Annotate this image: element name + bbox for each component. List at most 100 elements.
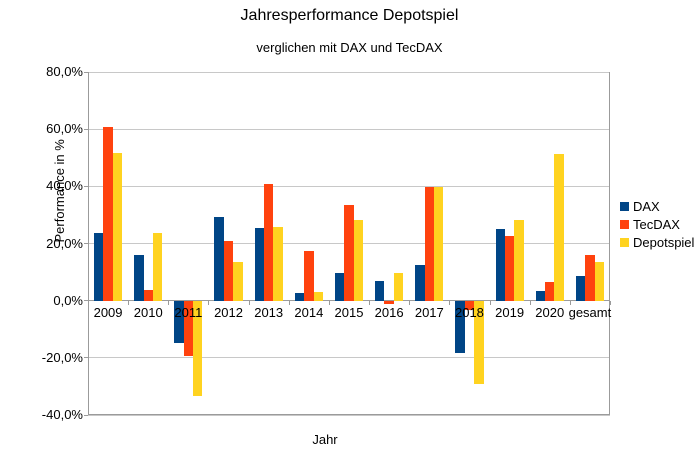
bar-DAX-2009	[93, 232, 104, 301]
bar-DAX-2012	[214, 217, 224, 301]
plot-area: 2009 2010 2011 2012 2013 2014 2015 2016 2017 2018…	[84, 71, 612, 416]
plot-bottom-border	[88, 414, 610, 415]
x-axis-tick-label: 2016	[374, 304, 404, 320]
x-axis-tick-mark	[208, 300, 210, 305]
x-axis-tick-mark	[610, 300, 611, 305]
legend: DAX TecDAX Depotspiel	[620, 197, 694, 251]
bar-DAX-2010	[134, 254, 144, 301]
gridline	[88, 414, 610, 416]
gridline	[88, 185, 610, 187]
x-axis-tick-mark	[409, 300, 411, 305]
bar-Depotspiel-2010	[152, 232, 163, 301]
x-axis-tick-label: 2017	[414, 304, 444, 320]
y-axis-tick-label: 20,0%	[46, 235, 83, 251]
bar-TecDAX-2016	[384, 300, 394, 304]
x-axis-tick-mark	[569, 300, 571, 305]
x-axis-tick-label: 2011	[174, 304, 203, 320]
x-axis-tick-label: 2020	[535, 304, 565, 320]
bar-TecDAX-2019	[504, 236, 515, 301]
bar-TecDAX-2018	[464, 300, 475, 310]
bar-TecDAX-2017	[424, 187, 434, 301]
bar-Depotspiel-2015	[353, 220, 364, 301]
legend-label: TecDAX	[633, 216, 680, 232]
bar-Depotspiel-2020	[554, 153, 564, 301]
bar-TecDAX-2013	[263, 183, 274, 301]
y-axis-tick-mark	[84, 185, 88, 187]
y-axis-tick-label: -20,0%	[41, 349, 83, 365]
bar-Depotspiel-2009	[112, 153, 123, 301]
x-axis-tick-label: gesamt	[568, 304, 612, 320]
bar-DAX-2011	[174, 300, 184, 343]
y-axis-tick-label: 60,0%	[46, 121, 83, 137]
x-axis-tick-label: 2013	[254, 304, 284, 320]
chart-title: Jahresperformance Depotspiel	[240, 7, 459, 24]
legend-item-TecDAX: TecDAX	[620, 215, 694, 233]
bar-Depotspiel-2018	[474, 300, 484, 384]
x-axis-tick-label: 2018	[454, 304, 484, 320]
legend-label: Depotspiel	[633, 234, 695, 250]
bar-Depotspiel-2014	[313, 292, 323, 301]
y-axis-line	[88, 72, 89, 415]
bar-Depotspiel-2016	[393, 272, 404, 301]
x-axis-tick-label: 2010	[133, 304, 163, 320]
bar-TecDAX-2014	[304, 250, 314, 301]
bar-DAX-gesamt	[575, 275, 586, 301]
bar-Depotspiel-2012	[233, 262, 243, 301]
bar-DAX-2016	[375, 280, 385, 301]
x-axis-line	[88, 300, 610, 302]
y-axis-tick-label: 0,0%	[53, 292, 83, 308]
bar-DAX-2013	[254, 227, 264, 301]
bar-Depotspiel-2017	[434, 186, 444, 301]
plot-right-border	[609, 72, 610, 415]
bar-TecDAX-2012	[223, 240, 234, 301]
legend-label: DAX	[633, 198, 660, 214]
bar-Depotspiel-2019	[514, 219, 524, 301]
legend-color-swatch	[620, 237, 629, 247]
bar-DAX-2017	[415, 264, 425, 301]
legend-color-swatch	[620, 201, 629, 211]
bar-Depotspiel-2011	[193, 300, 203, 397]
x-axis-tick-label: 2015	[334, 304, 364, 320]
y-axis-tick-mark	[84, 71, 88, 73]
x-axis-tick-mark	[369, 300, 371, 305]
bar-TecDAX-2020	[545, 282, 555, 301]
x-axis-tick-mark	[328, 300, 330, 305]
x-axis-tick-label: 2009	[93, 304, 123, 320]
y-axis-tick-label: 80,0%	[46, 64, 83, 79]
gridline	[88, 357, 610, 359]
y-axis-tick-mark	[84, 414, 88, 416]
x-axis-tick-label: 2019	[495, 304, 525, 320]
bar-DAX-2018	[455, 300, 465, 353]
gridline	[88, 71, 610, 73]
bar-TecDAX-gesamt	[585, 254, 595, 301]
bar-TecDAX-2011	[183, 300, 194, 357]
x-axis-tick-mark	[489, 300, 491, 305]
bar-TecDAX-2015	[344, 204, 354, 301]
y-axis-tick-mark	[84, 357, 88, 359]
bar-Depotspiel-2013	[273, 227, 283, 301]
x-axis-tick-mark	[288, 300, 290, 305]
bar-TecDAX-2010	[143, 289, 153, 301]
chart-subtitle: verglichen mit DAX und TecDAX	[256, 40, 443, 55]
x-axis-tick-label: 2012	[214, 304, 243, 320]
y-axis-tick-mark	[84, 243, 88, 244]
bar-DAX-2020	[535, 291, 546, 301]
x-axis-tick-mark	[449, 300, 451, 305]
y-axis-tick-mark	[84, 300, 88, 302]
y-axis-tick-label: 40,0%	[46, 178, 83, 194]
y-axis-tick-mark	[84, 128, 88, 130]
x-axis-tick-mark	[128, 300, 130, 305]
legend-color-swatch	[620, 219, 629, 229]
x-axis-tick-label: 2014	[294, 304, 324, 320]
x-axis-tick-mark	[248, 300, 250, 305]
legend-item-DAX: DAX	[620, 197, 694, 215]
x-axis-tick-mark	[529, 300, 531, 305]
legend-item-Depotspiel: Depotspiel	[620, 233, 694, 251]
gridline	[88, 128, 610, 130]
y-axis-tick-label: -40,0%	[41, 407, 83, 422]
x-axis-tick-mark	[88, 300, 89, 305]
bar-Depotspiel-gesamt	[594, 261, 604, 301]
bar-DAX-2015	[334, 273, 345, 301]
x-axis-title: Jahr	[312, 432, 338, 447]
